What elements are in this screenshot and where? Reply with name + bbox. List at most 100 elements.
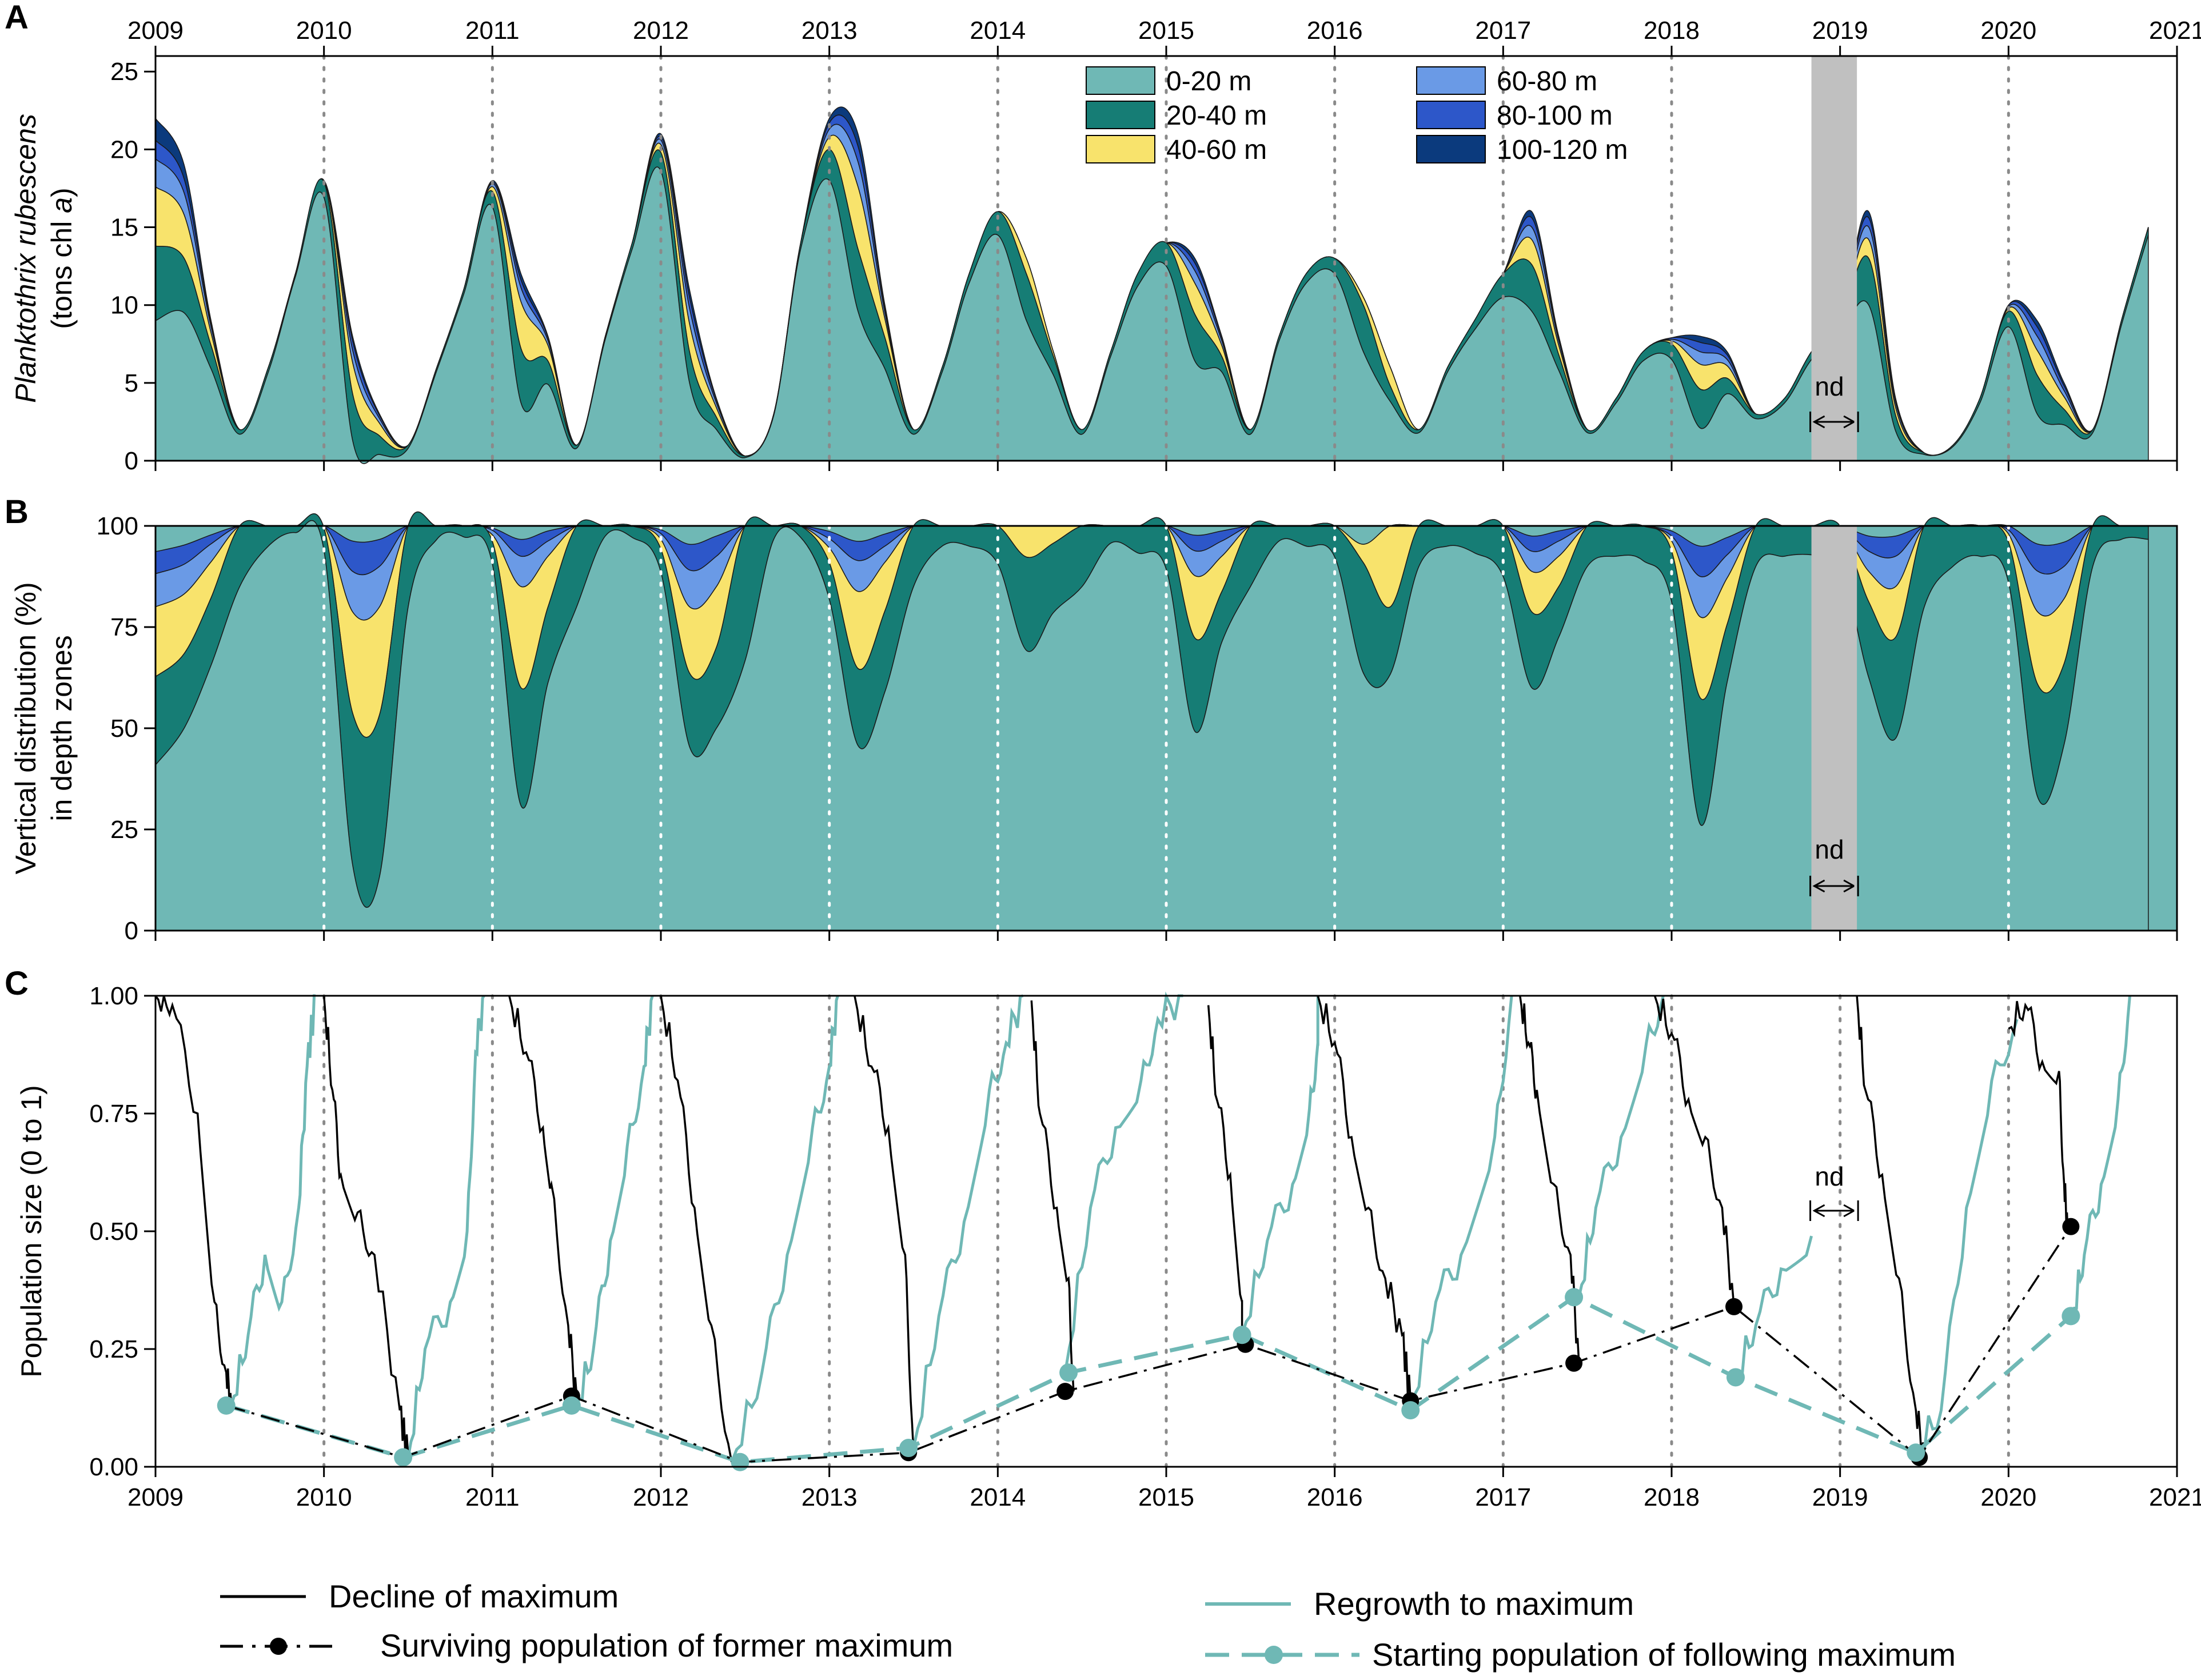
top-x-tick-label: 2021 — [2149, 17, 2201, 45]
legend-label-20-40: 20-40 m — [1166, 101, 1267, 131]
panel-c-lines — [154, 991, 2131, 1471]
panel-label-b: B — [5, 493, 29, 530]
y-tick-label: 0.50 — [89, 1218, 138, 1246]
y-tick-label: 10 — [110, 292, 138, 320]
bottom-x-tick-label: 2020 — [1980, 1483, 2036, 1511]
legend-surviving-marker — [270, 1638, 287, 1655]
panel-b-ylabel-line2: in depth zones — [46, 635, 78, 821]
bottom-x-tick-label: 2014 — [970, 1483, 1026, 1511]
starting-point-10 — [1907, 1443, 1925, 1462]
starting-point-9 — [1726, 1368, 1745, 1387]
bottom-x-tick-label: 2015 — [1138, 1483, 1194, 1511]
panel-b-nd-band — [1811, 526, 1857, 931]
regrowth-line-7 — [1409, 995, 1513, 1411]
regrowth-line-10 — [1915, 1019, 2019, 1454]
panel-c-bottom-x-ticks: 2009 2010 2011 2012 2013 2014 2015 2016 2017 2018… — [127, 1467, 2201, 1511]
starting-population-line — [225, 1295, 2072, 1464]
y-tick-label: 0.75 — [89, 1100, 138, 1128]
y-tick-label: 5 — [125, 369, 138, 397]
legend-decline-label: Decline of maximum — [329, 1578, 619, 1614]
starting-point-0 — [217, 1396, 236, 1415]
decline-line-11 — [2008, 1001, 2069, 1229]
nd-arrow-head-right — [1843, 879, 1855, 893]
panel-a-ylabel-line2: (tons chl a) — [46, 187, 78, 329]
legend-regrowth-label: Regrowth to maximum — [1314, 1586, 1634, 1622]
y-tick-label: 75 — [110, 613, 138, 641]
regrowth-line-11 — [2071, 995, 2131, 1316]
panel-c-y-ticks: 0.00 0.25 0.50 0.75 1.00 — [89, 982, 155, 1481]
starting-point-11 — [2062, 1307, 2080, 1326]
panel-a-legend: 0-20 m 20-40 m 40-60 m 60-80 m 80-100 m … — [1086, 66, 1628, 165]
panel-a-y-label: Planktothrix rubescens (tons chl a) — [10, 114, 78, 403]
legend-swatch-60-80 — [1416, 66, 1486, 95]
starting-point-8 — [1565, 1288, 1584, 1307]
bottom-x-tick-label: 2012 — [633, 1483, 689, 1511]
starting-point-5 — [1059, 1363, 1078, 1382]
legend-starting-marker — [1265, 1646, 1283, 1664]
decline-line-4 — [854, 995, 915, 1453]
nd-arrow-head-right — [1843, 1204, 1855, 1218]
nd-arrow-head-right — [1843, 415, 1855, 429]
y-tick-label: 50 — [110, 715, 138, 743]
bottom-x-tick-label: 2010 — [296, 1483, 352, 1511]
legend-surviving-label: Surviving population of former maximum — [380, 1627, 953, 1663]
legend-label-80-100: 80-100 m — [1497, 101, 1613, 131]
starting-point-3 — [731, 1452, 749, 1471]
decline-line-7 — [1317, 995, 1412, 1401]
top-x-tick-label: 2015 — [1138, 17, 1194, 45]
y-tick-label: 15 — [110, 214, 138, 242]
legend-swatch-80-100 — [1416, 101, 1486, 129]
y-tick-label: 1.00 — [89, 982, 138, 1010]
panel-a-ylabel-line1: Planktothrix rubescens — [10, 114, 42, 403]
panel-b-y-label: Vertical distribution (%) in depth zones — [10, 582, 78, 874]
decline-line-9 — [1653, 995, 1735, 1307]
legend-label-40-60: 40-60 m — [1166, 135, 1267, 165]
nd-arrow-head-left — [1812, 415, 1825, 429]
panel-a-nd-annotation: nd — [1809, 372, 1859, 432]
top-x-tick-label: 2013 — [802, 17, 858, 45]
regrowth-line-0 — [230, 994, 316, 1406]
regrowth-line-9 — [1734, 1235, 1813, 1378]
panel-label-c: C — [5, 965, 29, 1002]
decline-line-8 — [1519, 995, 1580, 1363]
top-x-tick-label: 2016 — [1307, 17, 1363, 45]
bottom-x-tick-label: 2011 — [465, 1483, 520, 1511]
nd-arrow-head-left — [1812, 1204, 1825, 1218]
regrowth-line-2 — [575, 995, 654, 1406]
panel-b-x-tickmarks — [154, 931, 2178, 941]
legend-label-0-20: 0-20 m — [1166, 66, 1251, 97]
panel-c-nd-annotation: nd — [1809, 1162, 1859, 1221]
bottom-x-tick-label: 2019 — [1812, 1483, 1868, 1511]
regrowth-line-5 — [1063, 991, 1183, 1373]
starting-point-6 — [1233, 1326, 1251, 1344]
legend-swatch-0-20 — [1086, 66, 1155, 95]
panel-b: 0 25 50 75 100 Vertical distribution (%) in … — [10, 511, 2178, 945]
nd-arrow-head-left — [1812, 879, 1825, 893]
decline-line-6 — [1207, 1005, 1243, 1346]
panel-label-a: A — [5, 0, 29, 36]
panel-a-nd-band — [1811, 56, 1857, 461]
top-x-tick-label: 2014 — [970, 17, 1026, 45]
bottom-x-tick-label: 2017 — [1475, 1483, 1531, 1511]
top-x-tick-label: 2020 — [1980, 17, 2036, 45]
panel-c-ylabel: Population size (0 to 1) — [15, 1085, 47, 1377]
legend-starting-label: Starting population of following maximum — [1372, 1637, 1956, 1673]
surviving-point-11 — [2062, 1218, 2080, 1235]
starting-point-7 — [1401, 1401, 1420, 1420]
bottom-x-tick-label: 2016 — [1307, 1483, 1363, 1511]
panel-b-nd-label: nd — [1815, 835, 1844, 864]
panel-a-areas — [155, 106, 2149, 464]
panel-a-y-ticks: 0 5 10 15 20 25 — [110, 58, 155, 475]
top-x-tick-label: 2009 — [127, 17, 184, 45]
top-x-tick-label: 2018 — [1644, 17, 1700, 45]
bottom-x-tick-label: 2018 — [1644, 1483, 1700, 1511]
ylabel-line2-suffix: ) — [46, 187, 78, 197]
y-tick-label: 25 — [110, 58, 138, 86]
starting-point-4 — [899, 1439, 918, 1458]
bottom-x-tick-label: 2013 — [802, 1483, 858, 1511]
top-x-tick-label: 2019 — [1812, 17, 1868, 45]
top-x-tick-label: 2012 — [633, 17, 689, 45]
bottom-legend: Decline of maximum Surviving population … — [220, 1578, 1956, 1673]
